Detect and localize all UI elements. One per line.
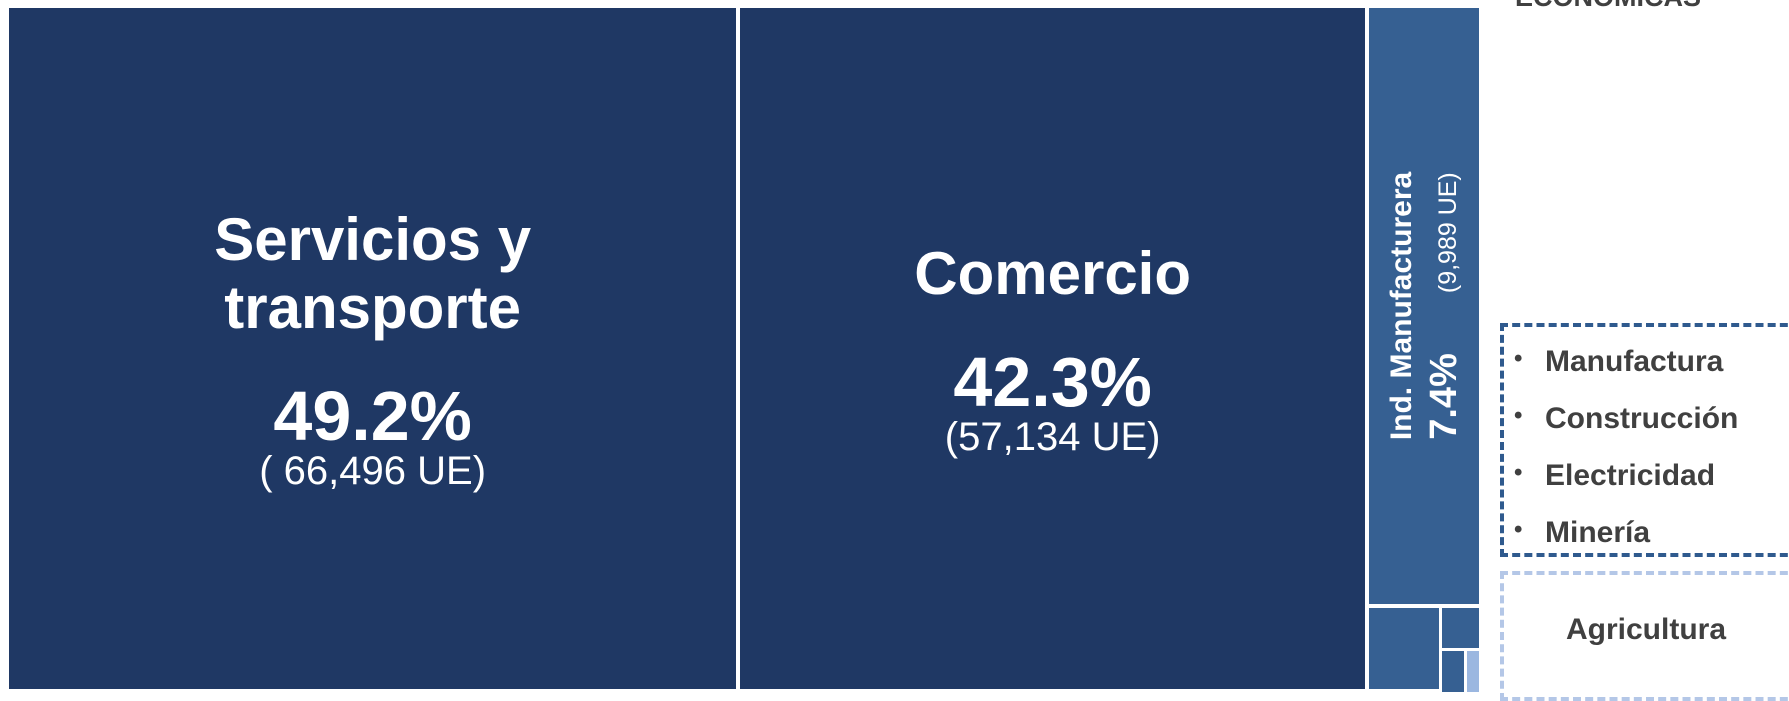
legend-bullet: • (1514, 345, 1523, 372)
value-label: 49.2% (273, 376, 472, 455)
cell-label: Ind. Manufacturera 7.4% (9,989 UE) (1369, 8, 1479, 604)
legend-title: ECONÓMICAS (1515, 0, 1701, 13)
legend-bullet: • (1514, 459, 1523, 486)
legend-bullet: • (1514, 402, 1523, 429)
legend-box (1500, 323, 1789, 557)
legend-item: Minería (1545, 516, 1651, 549)
legend-item: Electricidad (1545, 459, 1716, 492)
small-cell (1369, 607, 1440, 689)
value-row: 7.4% (9,989 UE) (1422, 172, 1465, 440)
treemap-cell (9, 8, 737, 689)
value-label: 42.3% (953, 343, 1152, 422)
category-label: Ind. Manufacturera (1385, 171, 1419, 441)
count-label: ( 66,496 UE) (259, 448, 487, 493)
value-label: 7.4% (1422, 353, 1465, 440)
cell-label: Servicios y transporte 49.2%( 66,496 UE) (9, 8, 736, 689)
treemap-cell (740, 8, 1365, 689)
count-label: (9,989 UE) (1433, 172, 1462, 294)
count-label: (57,134 UE) (944, 415, 1161, 460)
cell-label: Comercio 42.3% (57,134 UE) (740, 8, 1365, 689)
small-cell (1467, 651, 1479, 692)
legend-item: Manufactura (1545, 345, 1724, 378)
category-label: Comercio (914, 239, 1192, 307)
legend-item: Construcción (1545, 402, 1739, 435)
small-cell (1442, 651, 1465, 692)
treemap-cell (1369, 8, 1479, 604)
legend-bullet: • (1514, 516, 1523, 543)
category-label: Servicios y transporte (214, 206, 532, 341)
legend-item: Agricultura (1566, 613, 1727, 646)
small-cell (1442, 607, 1479, 649)
